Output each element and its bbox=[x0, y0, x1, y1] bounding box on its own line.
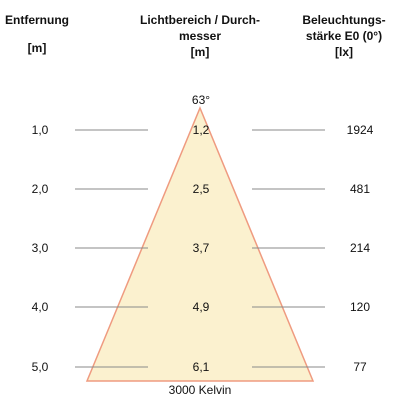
distance-header-unit: [m] bbox=[27, 41, 47, 55]
diameter-value: 6,1 bbox=[192, 360, 210, 374]
illuminance-value: 214 bbox=[349, 241, 371, 255]
beam-diameter-header-line2: messer bbox=[178, 29, 222, 43]
illuminance-header-line2: stärke E0 (0°) bbox=[305, 29, 383, 43]
diameter-value: 2,5 bbox=[192, 182, 210, 196]
beam-diameter-header-line1: Lichtbereich / Durch- bbox=[139, 13, 261, 27]
illuminance-value: 120 bbox=[349, 300, 371, 314]
illuminance-header-line1: Beleuchtungs- bbox=[302, 13, 386, 27]
illuminance-header: Beleuchtungs- stärke E0 (0°) [lx] bbox=[290, 12, 398, 60]
distance-value: 5,0 bbox=[31, 360, 49, 374]
illuminance-header-unit: [lx] bbox=[335, 45, 353, 59]
beam-diameter-header: Lichtbereich / Durch- messer [m] bbox=[130, 12, 270, 60]
diameter-value: 3,7 bbox=[192, 241, 210, 255]
distance-header: Entfernung [m] bbox=[4, 12, 70, 56]
distance-value: 3,0 bbox=[31, 241, 49, 255]
distance-value: 4,0 bbox=[31, 300, 49, 314]
distance-value: 1,0 bbox=[31, 123, 49, 137]
distance-value: 2,0 bbox=[31, 182, 49, 196]
beam-diameter-header-unit: [m] bbox=[190, 45, 210, 59]
light-cone bbox=[85, 106, 315, 382]
color-temperature-label: 3000 Kelvin bbox=[168, 383, 232, 397]
beam-angle-label: 63° bbox=[191, 93, 211, 107]
diameter-value: 4,9 bbox=[192, 300, 210, 314]
distance-header-title: Entfernung bbox=[5, 13, 69, 27]
illuminance-value: 1924 bbox=[346, 123, 374, 137]
illuminance-value: 481 bbox=[349, 182, 371, 196]
diameter-value: 1,2 bbox=[192, 123, 210, 137]
illuminance-value: 77 bbox=[353, 360, 367, 374]
